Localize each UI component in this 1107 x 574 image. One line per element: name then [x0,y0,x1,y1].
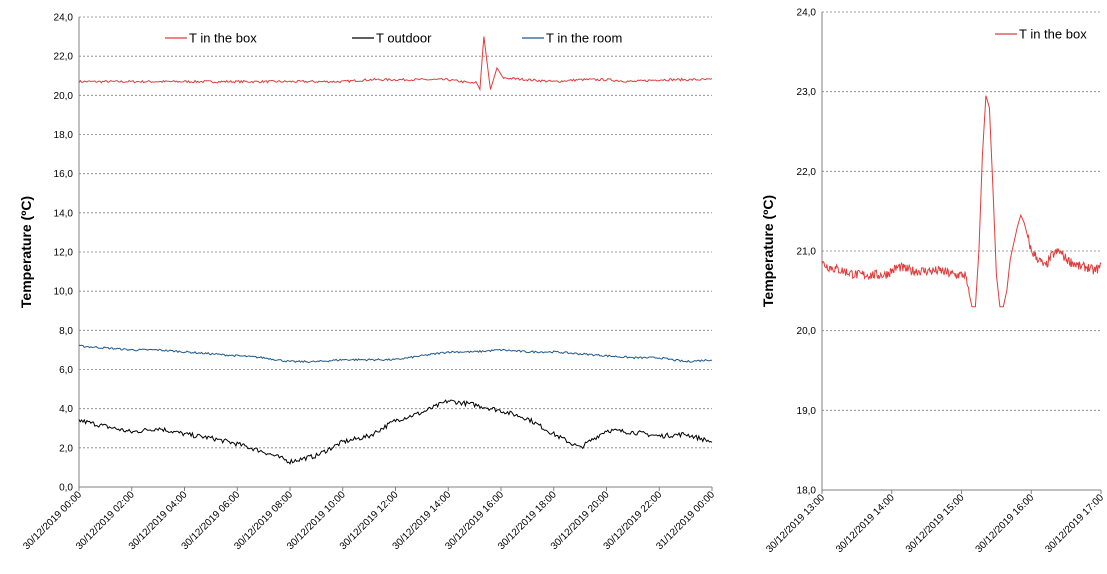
y-tick-label: 24,0 [797,8,817,19]
y-tick-label: 22,0 [797,167,817,178]
y-tick-label: 0,0 [59,483,73,494]
legend-label: T in the room [546,31,622,46]
right-chart: 18,0 19,0 20,0 21,0 22,0 23,0 24,0 30/12/2019 1… [760,8,1106,556]
y-tick-label: 2,0 [59,443,73,454]
y-tick-label: 14,0 [54,208,74,219]
y-tick-label: 6,0 [59,365,73,376]
y-tick-label: 21,0 [797,247,817,258]
y-tick-label: 4,0 [59,404,73,415]
y-tick-label: 20,0 [54,91,74,102]
x-tick-label: 30/12/2019 16:00 [974,492,1037,555]
y-tick-label: 8,0 [59,326,73,337]
series-line-zoom [821,95,1102,308]
y-tick-label: 20,0 [797,326,817,337]
y-tick-label: 24,0 [54,13,74,24]
x-tick-label: 30/12/2019 14:00 [834,492,897,555]
series-line-1 [78,399,713,465]
x-tick-label: 30/12/2019 17:00 [1043,492,1106,555]
y-tick-label: 22,0 [54,52,74,63]
y-tick-label: 19,0 [797,406,817,417]
y-tick-label: 12,0 [54,248,74,259]
y-tick-label: 23,0 [797,87,817,98]
y-tick-label: 10,0 [54,287,74,298]
y-tick-label: 18,0 [797,486,817,497]
left-chart: 0,0 2,0 4,0 6,0 8,0 10,0 12,0 14,0 16,0 18,0 20,0 2… [18,13,717,553]
y-axis-title: Temperature (ºC) [18,196,34,308]
series-line-2 [78,344,713,364]
legend-label: T outdoor [376,31,432,46]
x-tick-label: 30/12/2019 15:00 [904,492,967,555]
y-tick-label: 18,0 [54,130,74,141]
x-tick-label: 31/12/2019 00:00 [654,489,717,552]
legend-label: T in the box [1019,27,1087,42]
legend-label: T in the box [189,31,257,46]
series-line-0 [78,36,713,92]
x-tick-label: 30/12/2019 13:00 [764,492,827,555]
y-axis-title: Temperature (ºC) [760,195,776,307]
y-tick-label: 16,0 [54,169,74,180]
